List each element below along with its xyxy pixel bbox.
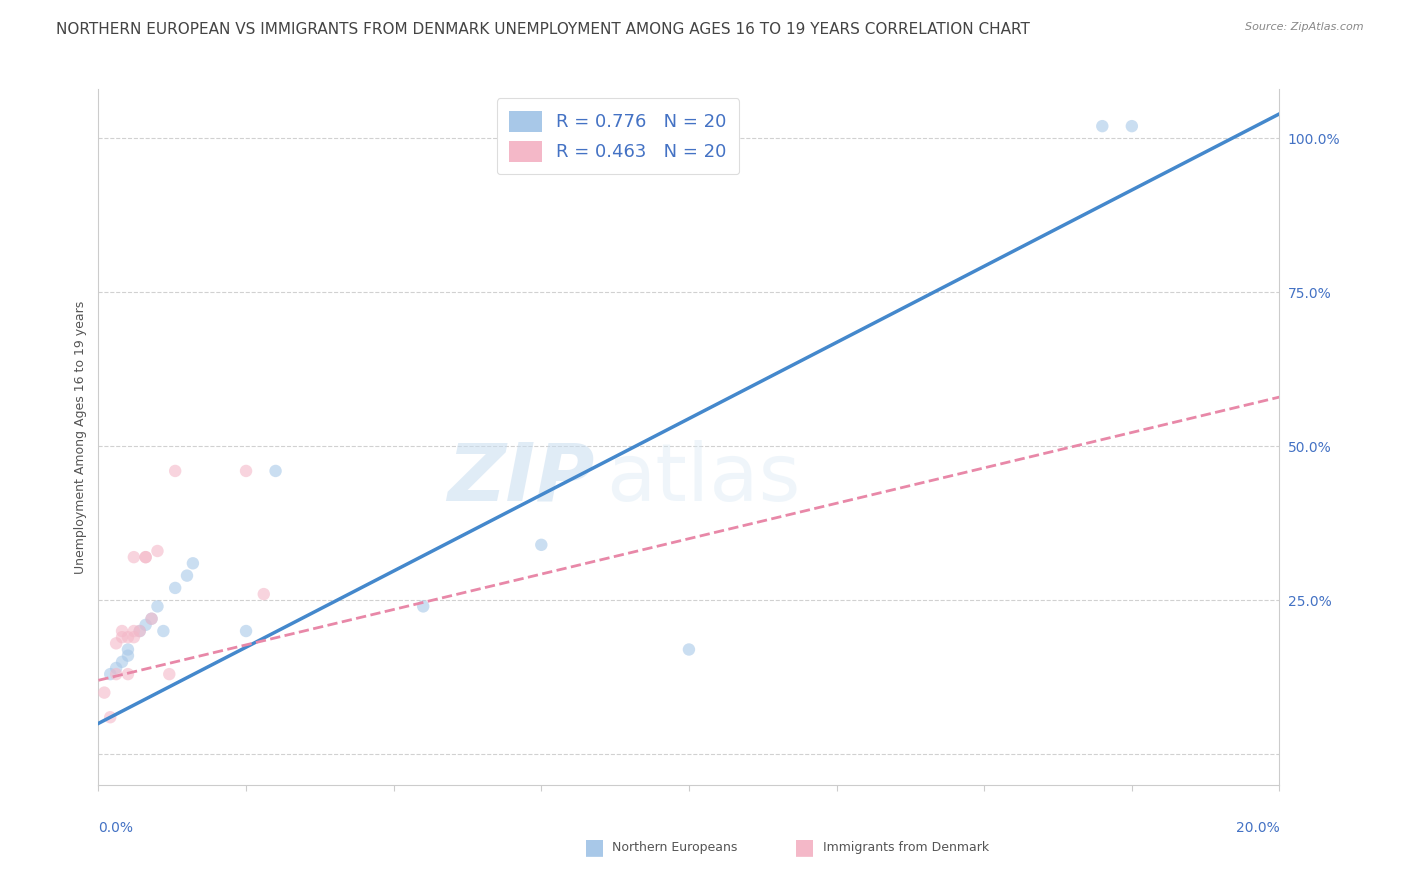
Text: Northern Europeans: Northern Europeans (612, 841, 737, 854)
Point (128, 624, 150, 638)
Point (165, 464, 187, 478)
Point (98, 710, 121, 724)
Text: Immigrants from Denmark: Immigrants from Denmark (823, 841, 988, 854)
Text: atlas: atlas (606, 440, 800, 518)
Point (165, 581, 187, 595)
Text: ZIP: ZIP (447, 440, 595, 518)
Point (128, 624, 150, 638)
Point (122, 624, 145, 638)
Point (122, 550, 145, 565)
Point (235, 624, 257, 638)
Point (141, 612, 163, 626)
Point (1091, 119, 1114, 133)
Point (530, 538, 553, 552)
Point (122, 630, 145, 644)
Point (93, 685, 115, 699)
Point (135, 618, 157, 632)
Point (176, 568, 198, 582)
Point (141, 612, 163, 626)
Text: 20.0%: 20.0% (1236, 821, 1279, 835)
Point (117, 667, 139, 681)
Point (105, 636, 128, 650)
Point (135, 550, 157, 565)
Text: ■: ■ (583, 838, 605, 857)
Point (117, 648, 139, 663)
Point (111, 624, 134, 638)
Text: 0.0%: 0.0% (98, 821, 134, 835)
Point (111, 655, 134, 669)
Point (117, 630, 139, 644)
Point (105, 661, 128, 675)
Point (146, 599, 169, 614)
Point (181, 557, 204, 571)
Point (1121, 119, 1143, 133)
Point (264, 464, 287, 478)
Point (235, 464, 257, 478)
Legend: R = 0.776   N = 20, R = 0.463   N = 20: R = 0.776 N = 20, R = 0.463 N = 20 (496, 98, 740, 174)
Point (111, 630, 134, 644)
Y-axis label: Unemployment Among Ages 16 to 19 years: Unemployment Among Ages 16 to 19 years (75, 301, 87, 574)
Point (98, 667, 121, 681)
Point (146, 544, 169, 558)
Text: ■: ■ (794, 838, 815, 857)
Text: NORTHERN EUROPEAN VS IMMIGRANTS FROM DENMARK UNEMPLOYMENT AMONG AGES 16 TO 19 YE: NORTHERN EUROPEAN VS IMMIGRANTS FROM DEN… (56, 22, 1031, 37)
Point (412, 599, 434, 614)
Point (157, 667, 180, 681)
Text: Source: ZipAtlas.com: Source: ZipAtlas.com (1246, 22, 1364, 32)
Point (117, 642, 139, 657)
Point (105, 667, 128, 681)
Point (152, 624, 174, 638)
Point (253, 587, 276, 601)
Point (135, 550, 157, 565)
Point (678, 642, 700, 657)
